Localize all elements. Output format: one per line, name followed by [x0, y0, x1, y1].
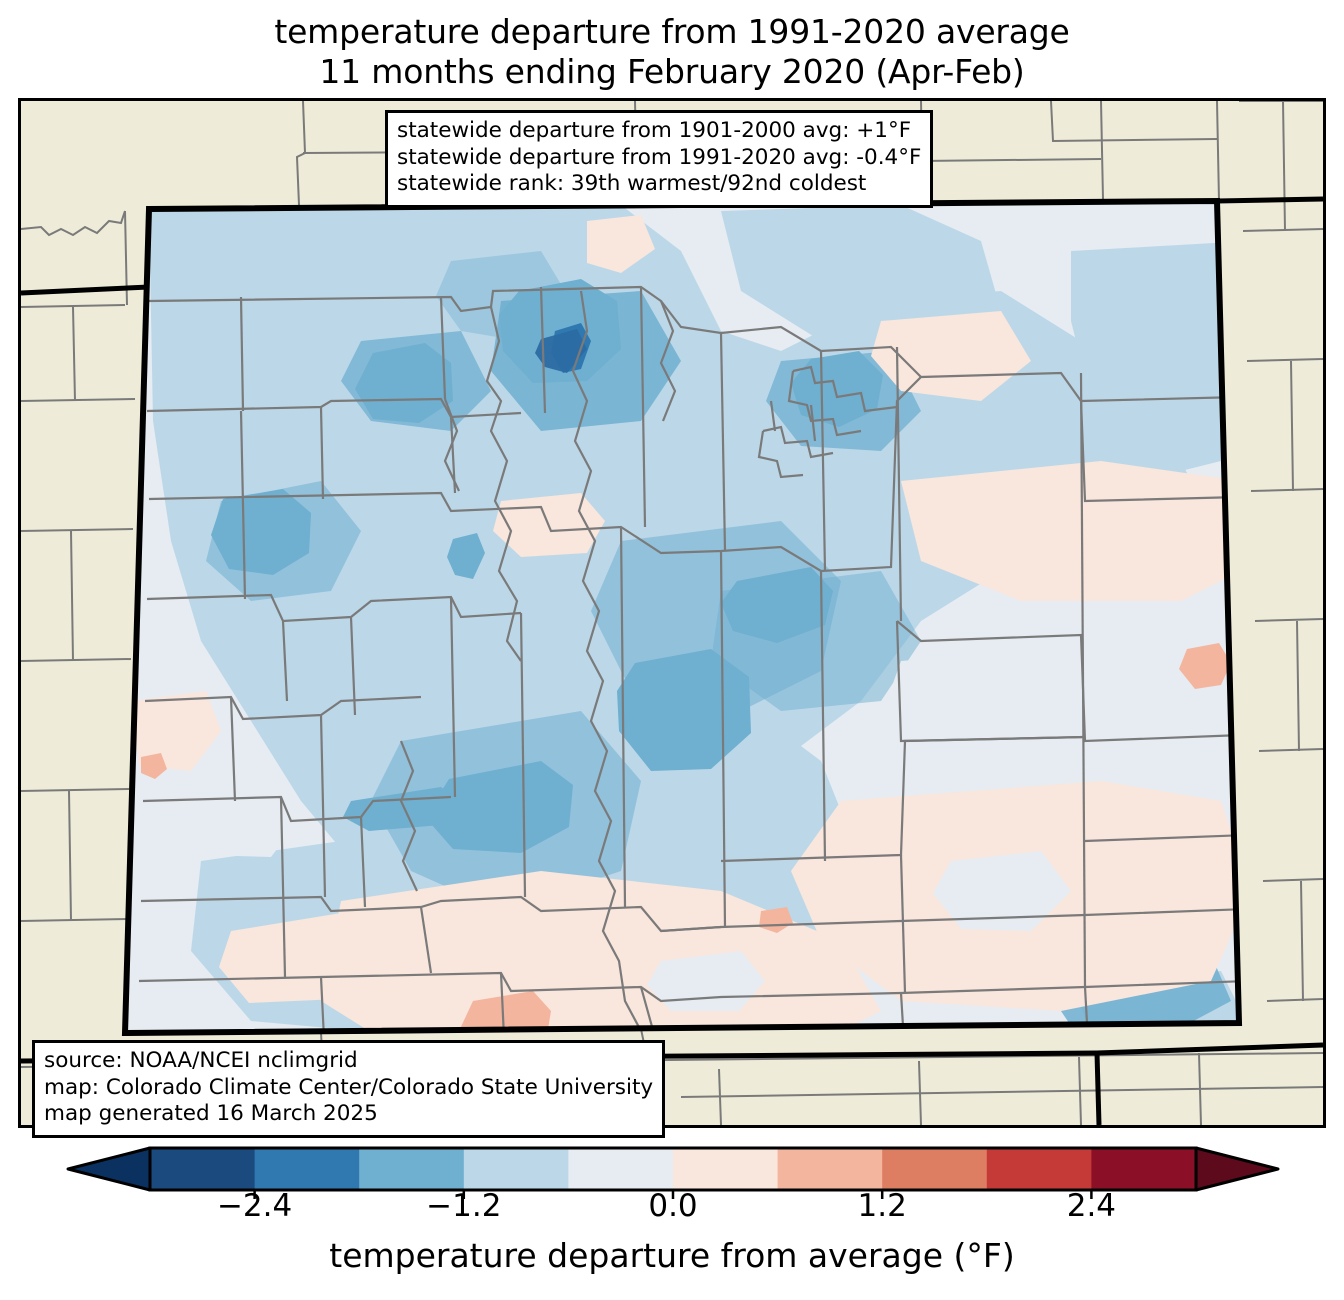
band-pale-peach-west-small — [131, 691, 221, 771]
colorbar-segment — [1091, 1148, 1197, 1190]
colorbar-region: −2.4 −1.2 0.0 1.2 2.4 temperature departure … — [0, 1140, 1344, 1300]
colorbar — [66, 1146, 1280, 1199]
colorbar-segment — [777, 1148, 883, 1190]
map-credit-line: map: Colorado Climate Center/Colorado St… — [44, 1074, 654, 1100]
colorbar-segment — [359, 1148, 465, 1190]
source-line: source: NOAA/NCEI nclimgrid — [44, 1048, 358, 1073]
anomaly-core-small-west — [447, 533, 485, 579]
colorado-anomaly-map — [21, 101, 1323, 1125]
colorbar-segment — [673, 1148, 779, 1190]
band-pale-peach-south — [321, 871, 881, 1033]
anomaly-core-moffat — [211, 489, 311, 575]
colorbar-under-arrow — [66, 1146, 152, 1192]
anomaly-core-denver-west — [721, 567, 833, 643]
colorbar-segment — [463, 1148, 569, 1190]
colorbar-axis-label: temperature departure from average (°F) — [329, 1236, 1015, 1275]
colorbar-tick-label: −2.4 — [216, 1188, 293, 1224]
temperature-anomaly-field — [125, 201, 1239, 1033]
statewide-stats-box: statewide departure from 1901-2000 avg: … — [385, 110, 934, 208]
colorbar-segment — [568, 1148, 674, 1190]
map-axes — [18, 98, 1326, 1128]
figure-title: temperature departure from 1991-2020 ave… — [0, 12, 1344, 92]
title-line-2: 11 months ending February 2020 (Apr-Feb) — [319, 52, 1025, 91]
anomaly-core-gunnison — [425, 761, 573, 853]
source-attribution-box: source: NOAA/NCEI nclimgrid map: Colorad… — [32, 1040, 666, 1138]
colorado-county-lines — [138, 285, 1239, 1033]
colorbar-over-arrow — [1194, 1146, 1280, 1192]
colorbar-tick-label: 1.2 — [857, 1188, 907, 1224]
anomaly-core-jackson — [791, 351, 883, 427]
colorbar-segment — [986, 1148, 1092, 1190]
anomaly-core-larimer — [355, 343, 453, 423]
colorbar-segments — [66, 1146, 1280, 1192]
colorbar-segment — [254, 1148, 360, 1190]
colorbar-ticks — [253, 1190, 1093, 1199]
title-line-1: temperature departure from 1991-2020 ave… — [274, 12, 1070, 51]
colorbar-tick-label: −1.2 — [426, 1188, 502, 1224]
stats-line-rank: statewide rank: 39th warmest/92nd coldes… — [397, 171, 867, 196]
anomaly-core-park — [617, 649, 751, 771]
anomaly-core-warm-kitcarson — [1179, 643, 1231, 689]
colorbar-tick-labels: −2.4 −1.2 0.0 1.2 2.4 — [0, 1188, 1344, 1228]
band-pale-peach-sw — [219, 913, 367, 1003]
anomaly-core-deep-2 — [535, 329, 587, 373]
anomaly-core-warm-tiny-w — [141, 753, 167, 779]
map-generated-line: map generated 16 March 2025 — [44, 1101, 378, 1126]
stats-line-departure-1991: statewide departure from 1991-2020 avg: … — [397, 144, 922, 170]
colorbar-segment — [150, 1148, 256, 1190]
band-pale-peach-ne-small — [871, 311, 1031, 401]
colorbar-tick-label: 0.0 — [648, 1188, 698, 1224]
colorbar-segment — [882, 1148, 988, 1190]
colorbar-tick-label: 2.4 — [1066, 1188, 1117, 1224]
stats-line-departure-1901: statewide departure from 1901-2000 avg: … — [397, 118, 912, 143]
band-pale-peach-nw-small — [587, 215, 655, 273]
